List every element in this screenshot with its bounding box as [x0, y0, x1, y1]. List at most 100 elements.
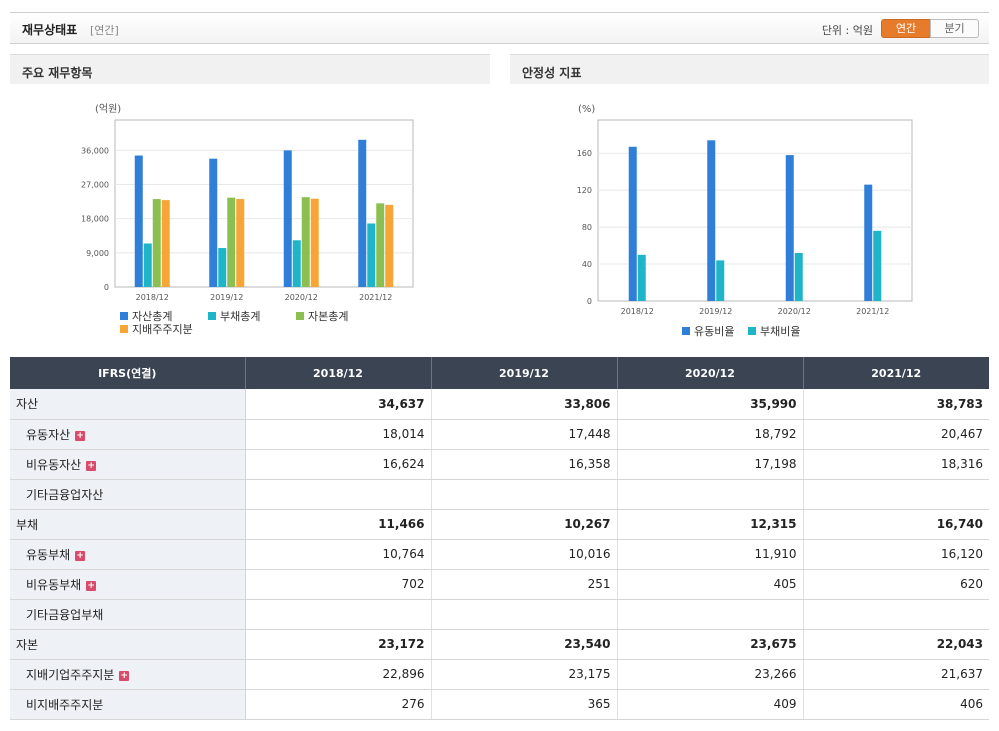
expand-plus-icon[interactable]: + — [75, 550, 86, 561]
bar[interactable] — [292, 240, 301, 287]
value-cell — [803, 599, 989, 630]
table-row: 부채 11,466 10,267 12,315 16,740 — [10, 509, 989, 540]
expand-plus-icon[interactable]: + — [75, 430, 86, 441]
value-cell: 16,120 — [803, 539, 989, 570]
row-label: 지배기업주주지분 — [26, 667, 115, 682]
table-row: 기타금융업자산 — [10, 479, 989, 510]
value-cell: 251 — [431, 569, 618, 600]
row-label: 비유동부채 — [26, 577, 82, 592]
x-tick-label: 2019/12 — [699, 307, 732, 316]
row-label-cell: 비유동자산 + — [10, 449, 246, 480]
bar[interactable] — [864, 184, 873, 301]
y-tick-label: 9,000 — [86, 249, 109, 258]
legend-swatch — [682, 327, 690, 335]
value-cell: 23,172 — [245, 629, 432, 660]
stability-title: 안정성 지표 — [510, 54, 989, 84]
legend-label: 부채총계 — [220, 310, 260, 323]
value-cell: 38,783 — [803, 389, 989, 420]
table-row: 자산 34,637 33,806 35,990 38,783 — [10, 389, 989, 420]
x-tick-label: 2021/12 — [856, 307, 889, 316]
section-subtitle: [연간] — [90, 24, 119, 37]
bar[interactable] — [310, 198, 319, 287]
bar[interactable] — [209, 158, 218, 287]
value-cell: 16,358 — [431, 449, 618, 480]
row-label: 자본 — [16, 637, 39, 652]
legend-label: 부채비율 — [760, 325, 800, 338]
value-cell: 276 — [245, 689, 432, 720]
value-cell: 22,043 — [803, 629, 989, 660]
bar[interactable] — [227, 197, 236, 287]
bar[interactable] — [628, 146, 637, 301]
header-cell: 2018/12 — [245, 357, 432, 389]
header-cell: IFRS(연결) — [10, 357, 246, 389]
bar[interactable] — [637, 254, 646, 301]
value-cell: 17,198 — [617, 449, 804, 480]
row-label: 비지배주주지분 — [26, 697, 104, 712]
value-cell: 23,540 — [431, 629, 618, 660]
y-tick-label: 36,000 — [81, 146, 109, 155]
value-cell: 406 — [803, 689, 989, 720]
bar[interactable] — [152, 199, 161, 287]
bar[interactable] — [873, 230, 882, 301]
quarter-toggle-button[interactable]: 분기 — [930, 19, 979, 38]
value-cell: 33,806 — [431, 389, 618, 420]
y-tick-label: 27,000 — [81, 181, 109, 190]
bar[interactable] — [794, 252, 803, 301]
bar[interactable] — [367, 223, 376, 287]
value-cell: 18,316 — [803, 449, 989, 480]
table-row: 지배기업주주지분 +22,896 23,175 23,266 21,637 — [10, 659, 989, 690]
bar[interactable] — [358, 139, 367, 287]
unit-label: (억원) — [95, 103, 121, 115]
expand-plus-icon[interactable]: + — [119, 670, 130, 681]
value-cell — [617, 479, 804, 510]
bar[interactable] — [707, 140, 716, 301]
value-cell: 12,315 — [617, 509, 804, 540]
table-row: 비지배주주지분 276 365 409 406 — [10, 689, 989, 720]
bar[interactable] — [143, 243, 152, 287]
unit-label: 단위 : 억원 — [821, 24, 873, 37]
row-label: 비유동자산 — [26, 457, 82, 472]
value-cell — [431, 599, 618, 630]
row-label-cell: 지배기업주주지분 + — [10, 659, 246, 690]
value-cell: 18,014 — [245, 419, 432, 450]
bar[interactable] — [283, 150, 292, 287]
bar[interactable] — [218, 248, 227, 287]
financial-items-chart: 0 9,000 18,000 27,000 36,000 (억원) 2018/12 2019/… — [81, 103, 414, 336]
header-cell: 2020/12 — [617, 357, 804, 389]
section-header: 재무상태표 [연간] 단위 : 억원 연간 분기 — [10, 12, 989, 44]
value-cell: 20,467 — [803, 419, 989, 450]
bar[interactable] — [161, 200, 170, 287]
row-label: 기타금융업자산 — [26, 487, 104, 502]
bar[interactable] — [785, 155, 794, 301]
value-cell: 17,448 — [431, 419, 618, 450]
bar[interactable] — [236, 199, 245, 287]
y-tick-label: 40 — [582, 260, 592, 269]
expand-plus-icon[interactable]: + — [86, 460, 97, 471]
bar[interactable] — [301, 197, 310, 287]
bar[interactable] — [716, 260, 725, 301]
value-cell: 365 — [431, 689, 618, 720]
legend-swatch — [208, 312, 216, 320]
value-cell: 23,675 — [617, 629, 804, 660]
value-cell: 23,266 — [617, 659, 804, 690]
row-label: 유동자산 — [26, 427, 71, 442]
section-title: 재무상태표 — [22, 23, 78, 37]
balance-sheet-table: IFRS(연결) 2018/12 2019/12 2020/12 2021/12… — [10, 357, 989, 720]
annual-toggle-button[interactable]: 연간 — [881, 19, 931, 38]
table-row: 비유동자산 +16,624 16,358 17,198 18,316 — [10, 449, 989, 480]
bar[interactable] — [134, 155, 143, 287]
value-cell: 23,175 — [431, 659, 618, 690]
row-label-cell: 부채 — [10, 509, 246, 540]
row-label-cell: 자산 — [10, 389, 246, 420]
x-tick-label: 2018/12 — [136, 293, 169, 302]
row-label-cell: 유동부채 + — [10, 539, 246, 570]
table-row: 비유동부채 +702 251 405 620 — [10, 569, 989, 600]
bar[interactable] — [376, 203, 385, 287]
expand-plus-icon[interactable]: + — [86, 580, 97, 591]
bar[interactable] — [385, 204, 394, 287]
row-label-cell: 비유동부채 + — [10, 569, 246, 600]
row-label-cell: 비지배주주지분 — [10, 689, 246, 720]
value-cell: 34,637 — [245, 389, 432, 420]
row-label-cell: 유동자산 + — [10, 419, 246, 450]
legend-label: 지배주주지분 — [132, 323, 193, 336]
